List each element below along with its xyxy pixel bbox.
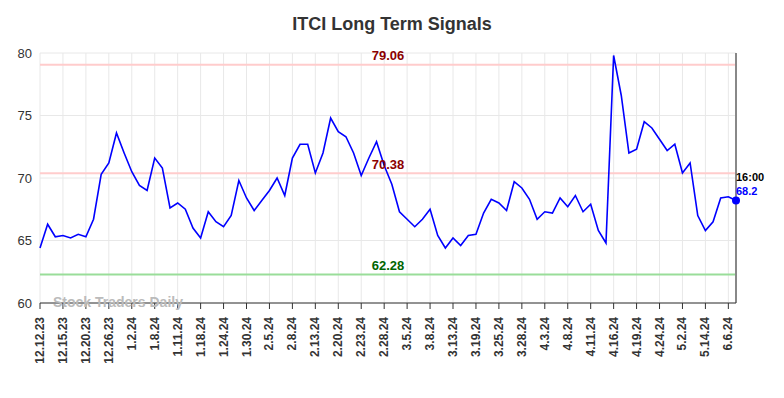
- svg-text:1.8.24: 1.8.24: [148, 317, 162, 351]
- svg-text:4.8.24: 4.8.24: [561, 317, 575, 351]
- html-text:Stock Traders Daily: Stock Traders Daily: [53, 294, 183, 310]
- svg-text:2.5.24: 2.5.24: [262, 317, 276, 351]
- svg-text:12.20.23: 12.20.23: [79, 317, 93, 364]
- svg-text:6.6.24: 6.6.24: [721, 317, 735, 351]
- svg-text:1.18.24: 1.18.24: [194, 317, 208, 357]
- svg-text:2.28.24: 2.28.24: [377, 317, 391, 357]
- svg-text:2.8.24: 2.8.24: [285, 317, 299, 351]
- svg-text:3.19.24: 3.19.24: [469, 317, 483, 357]
- svg-text:2.23.24: 2.23.24: [354, 317, 368, 357]
- svg-text:3.28.24: 3.28.24: [515, 317, 529, 357]
- svg-text:4.3.24: 4.3.24: [538, 317, 552, 351]
- svg-text:70.38: 70.38: [372, 157, 405, 172]
- svg-text:70: 70: [18, 171, 32, 186]
- svg-text:62.28: 62.28: [372, 258, 405, 273]
- svg-text:16:00: 16:00: [736, 171, 764, 183]
- svg-text:1.2.24: 1.2.24: [125, 317, 139, 351]
- svg-text:4.24.24: 4.24.24: [653, 317, 667, 357]
- svg-text:1.30.24: 1.30.24: [240, 317, 254, 357]
- svg-text:3.5.24: 3.5.24: [400, 317, 414, 351]
- svg-text:60: 60: [18, 296, 32, 311]
- svg-text:1.11.24: 1.11.24: [171, 317, 185, 357]
- svg-text:75: 75: [18, 108, 32, 123]
- svg-text:12.26.23: 12.26.23: [102, 317, 116, 364]
- svg-text:5.2.24: 5.2.24: [675, 317, 689, 351]
- svg-text:5.14.24: 5.14.24: [698, 317, 712, 357]
- svg-text:3.8.24: 3.8.24: [423, 317, 437, 351]
- svg-text:79.06: 79.06: [372, 48, 405, 63]
- svg-text:68.2: 68.2: [736, 185, 757, 197]
- svg-text:80: 80: [18, 46, 32, 61]
- svg-text:1.24.24: 1.24.24: [217, 317, 231, 357]
- svg-text:4.19.24: 4.19.24: [630, 317, 644, 357]
- svg-text:4.11.24: 4.11.24: [584, 317, 598, 357]
- svg-text:2.20.24: 2.20.24: [331, 317, 345, 357]
- svg-text:3.13.24: 3.13.24: [446, 317, 460, 357]
- svg-text:4.16.24: 4.16.24: [607, 317, 621, 357]
- svg-text:2.13.24: 2.13.24: [308, 317, 322, 357]
- html-text:ITCI Long Term Signals: ITCI Long Term Signals: [292, 14, 492, 34]
- svg-text:12.12.23: 12.12.23: [33, 317, 47, 364]
- svg-text:3.25.24: 3.25.24: [492, 317, 506, 357]
- svg-text:65: 65: [18, 233, 32, 248]
- svg-text:12.15.23: 12.15.23: [56, 317, 70, 364]
